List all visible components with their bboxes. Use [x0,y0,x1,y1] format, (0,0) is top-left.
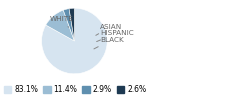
Text: BLACK: BLACK [94,37,124,49]
Text: WHITE: WHITE [50,16,73,27]
Wedge shape [42,8,107,74]
Wedge shape [69,8,74,41]
Text: ASIAN: ASIAN [96,24,122,35]
Wedge shape [46,10,74,41]
Wedge shape [63,9,74,41]
Legend: 83.1%, 11.4%, 2.9%, 2.6%: 83.1%, 11.4%, 2.9%, 2.6% [4,86,146,94]
Text: HISPANIC: HISPANIC [97,30,134,42]
